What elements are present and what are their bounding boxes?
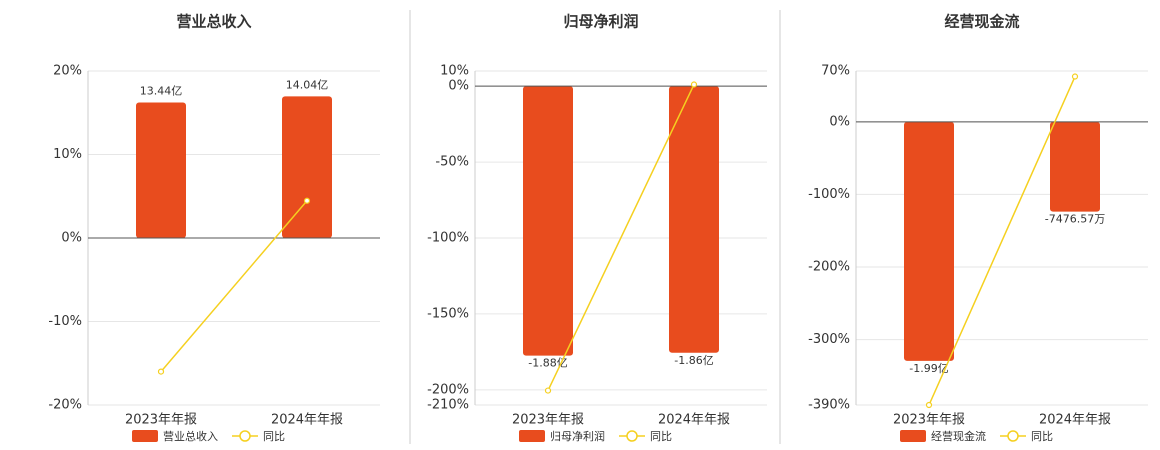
y-tick-label: -20% [48, 398, 82, 413]
chart-title: 经营现金流 [944, 13, 1019, 31]
data-label: 14.04亿 [286, 78, 329, 91]
line [928, 76, 1076, 406]
data-label: -1.99亿 [909, 362, 948, 375]
legend-label: 同比 [650, 430, 672, 443]
legend-label: 营业总收入 [163, 429, 218, 443]
y-tick-label: -50% [435, 155, 469, 170]
y-tick-label: -100% [808, 187, 850, 202]
y-tick-label: -100% [427, 231, 469, 246]
legend-swatch [1007, 430, 1019, 442]
chart-title: 营业总收入 [176, 13, 251, 31]
point [1071, 73, 1079, 80]
bar [904, 121, 954, 361]
x-tick-label: 2023年年报 [893, 413, 965, 428]
data-label: -1.88亿 [528, 357, 567, 370]
point [925, 401, 933, 409]
chart-title: 归母净利润 [563, 13, 638, 31]
line [547, 84, 695, 391]
x-tick-label: 2023年年报 [512, 413, 584, 428]
legend-swatch [132, 430, 158, 442]
y-tick-label: 0% [61, 231, 82, 246]
line [160, 200, 308, 373]
point [157, 368, 165, 375]
legend-swatch [519, 430, 545, 442]
x-tick-label: 2023年年报 [125, 413, 197, 428]
legend-swatch [900, 430, 926, 442]
legend-label: 同比 [1031, 430, 1053, 443]
y-tick-label: -300% [808, 332, 850, 347]
bar [1050, 121, 1100, 212]
y-tick-label: 10% [440, 64, 469, 79]
data-label: 13.44亿 [140, 84, 183, 97]
y-tick-label: -150% [427, 306, 469, 321]
legend-swatch [626, 430, 638, 442]
y-tick-label: -200% [808, 260, 850, 275]
x-tick-label: 2024年年报 [1039, 413, 1111, 428]
y-tick-label: 70% [821, 64, 850, 79]
bar [523, 86, 573, 356]
x-tick-label: 2024年年报 [271, 413, 343, 428]
point [544, 387, 552, 394]
y-tick-label: -390% [808, 398, 850, 413]
bar [282, 96, 332, 238]
legend-swatch [239, 430, 251, 442]
y-tick-label: 0% [829, 114, 850, 129]
y-tick-label: 20% [53, 64, 82, 79]
y-tick-label: -210% [427, 398, 469, 413]
point [690, 81, 698, 88]
y-tick-label: -10% [48, 314, 82, 329]
data-label: -1.86亿 [674, 354, 713, 367]
legend-label: 归母净利润 [550, 429, 605, 443]
y-tick-label: 10% [53, 147, 82, 162]
y-tick-label: 0% [448, 79, 469, 94]
point [303, 197, 311, 204]
legend-label: 同比 [263, 430, 285, 443]
x-tick-label: 2024年年报 [658, 413, 730, 428]
y-tick-label: -200% [427, 382, 469, 397]
bar [669, 86, 719, 353]
data-label: -7476.57万 [1045, 213, 1105, 226]
legend-label: 经营现金流 [931, 429, 986, 443]
bar [136, 102, 186, 238]
